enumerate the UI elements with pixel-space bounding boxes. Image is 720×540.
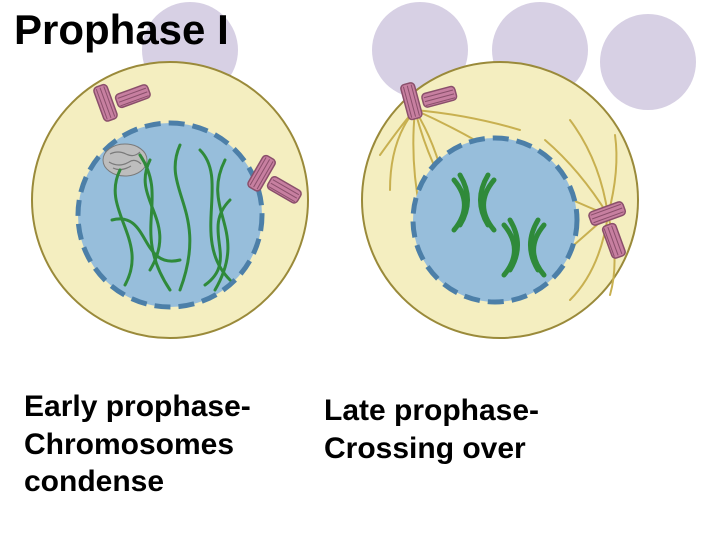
caption-line: Early prophase- bbox=[24, 390, 251, 423]
caption-line: condense bbox=[24, 465, 164, 498]
nucleus bbox=[413, 138, 577, 302]
nucleolus bbox=[103, 144, 147, 176]
late-prophase-caption: Late prophase- Crossing over bbox=[324, 392, 539, 467]
page-title: Prophase I bbox=[14, 6, 229, 54]
nucleus bbox=[78, 123, 262, 307]
caption-line: Chromosomes bbox=[24, 428, 234, 461]
caption-line: Crossing over bbox=[324, 432, 526, 465]
caption-line: Late prophase- bbox=[324, 394, 539, 427]
early-prophase-cell bbox=[30, 60, 310, 340]
late-prophase-cell bbox=[360, 60, 640, 340]
early-prophase-caption: Early prophase- Chromosomes condense bbox=[24, 388, 251, 501]
